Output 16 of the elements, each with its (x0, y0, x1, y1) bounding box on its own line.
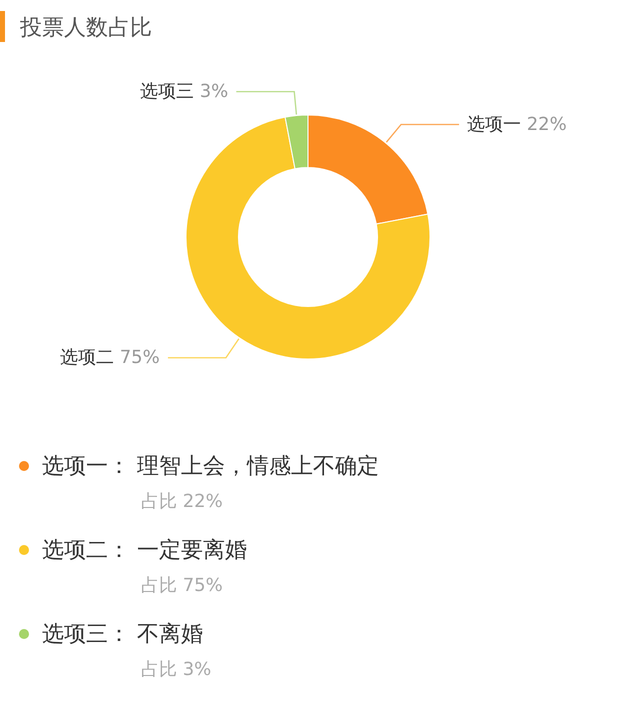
slice-label: 选项一 (467, 114, 521, 135)
legend-label: 选项二 (42, 538, 108, 563)
slice-label: 选项三 (140, 81, 194, 102)
legend-label: 选项三 (42, 622, 108, 647)
data-label: 75% (120, 347, 160, 368)
chart-title: 投票人数占比 (19, 16, 152, 41)
text: 占比 3% (141, 659, 212, 680)
text: ： 一定要离婚 (108, 538, 247, 563)
legend-label: 选项一 (42, 454, 108, 479)
text: 占比 75% (141, 575, 223, 596)
text: ： 理智上会，情感上不确定 (108, 454, 379, 479)
text: 占比 22% (141, 491, 223, 512)
slice-label: 选项二 (60, 347, 114, 368)
text: ： 不离婚 (108, 622, 203, 647)
data-label: 3% (200, 81, 228, 102)
data-label: 22% (526, 114, 567, 135)
